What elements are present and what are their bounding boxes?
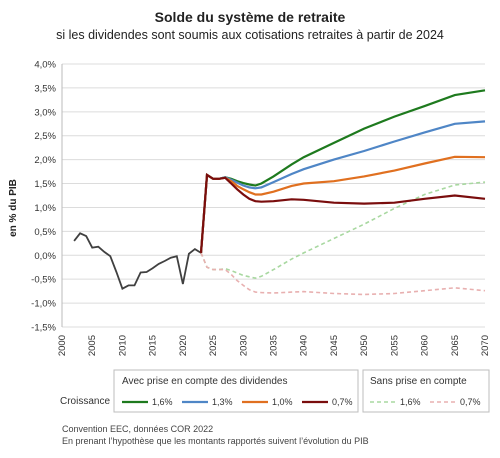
legend-row-label: Croissance — [60, 396, 110, 407]
legend-item-label: 1,0% — [272, 397, 293, 407]
x-tick-label: 2010 — [117, 335, 128, 356]
legend-item-label: 0,7% — [460, 397, 481, 407]
y-tick-label: -0,5% — [31, 275, 56, 286]
grid-lines — [62, 63, 485, 328]
y-tick-label: -1,0% — [31, 299, 56, 310]
y-tick-label: 3,0% — [34, 107, 56, 118]
x-tick-label: 2030 — [238, 335, 249, 356]
y-tick-label: 4,0% — [34, 60, 56, 71]
legend-group-without: Sans prise en compte — [370, 376, 467, 387]
y-tick-label: -1,5% — [31, 323, 56, 334]
x-tick-label: 2045 — [329, 335, 340, 356]
x-tick-label: 2005 — [87, 335, 98, 356]
y-tick-label: 1,0% — [34, 203, 56, 214]
x-tick-label: 2020 — [178, 335, 189, 356]
series-layer — [73, 89, 486, 296]
y-axis-label: en % du PIB — [8, 179, 19, 237]
x-tick-label: 2015 — [148, 335, 159, 356]
x-tick-label: 2035 — [269, 335, 280, 356]
series-line-with — [199, 172, 486, 253]
series-line-with — [199, 155, 486, 253]
legend-item-label: 1,6% — [152, 397, 173, 407]
legend-items: 1,6% 1,3% 1,0% 0,7% 1,6% 0,7% — [122, 397, 481, 407]
x-tick-label: 2050 — [359, 335, 370, 356]
legend-box-with — [113, 369, 359, 413]
series-line-without — [200, 252, 486, 296]
legend-item-label: 0,7% — [332, 397, 353, 407]
y-tick-label: 2,0% — [34, 155, 56, 166]
y-tick-label: 2,5% — [34, 131, 56, 142]
legend: Avec prise en compte des dividendes Sans… — [60, 369, 490, 413]
y-tick-label: 1,5% — [34, 179, 56, 190]
x-tick-label: 2055 — [389, 335, 400, 356]
chart-subtitle: si les dividendes sont soumis aux cotisa… — [56, 28, 444, 42]
series-line-with — [199, 120, 486, 253]
footer-source: Convention EEC, données COR 2022 — [62, 424, 214, 434]
series-line-with — [199, 89, 486, 253]
y-tick-label: 0,5% — [34, 227, 56, 238]
x-tick-label: 2025 — [208, 335, 219, 356]
x-tick-label: 2065 — [450, 335, 461, 356]
y-axis-ticks: 4,0% 3,5% 3,0% 2,5% 2,0% 1,5% 1,0% 0,5% 0,0% -0,5… — [31, 60, 56, 334]
x-tick-label: 2060 — [420, 335, 431, 356]
series-line-historical — [73, 232, 202, 290]
legend-group-with: Avec prise en compte des dividendes — [122, 376, 287, 387]
legend-item-label: 1,6% — [400, 397, 421, 407]
x-tick-label: 2000 — [57, 335, 68, 356]
chart-title: Solde du système de retraite — [154, 9, 346, 25]
y-tick-label: 3,5% — [34, 83, 56, 94]
x-tick-label: 2040 — [299, 335, 310, 356]
x-axis-ticks: 2000 2005 2010 2015 2020 2025 2030 2035 2040 2045… — [57, 335, 491, 356]
footer-note: En prenant l’hypothèse que les montants … — [62, 436, 369, 446]
legend-item-label: 1,3% — [212, 397, 233, 407]
legend-box-without — [362, 369, 490, 413]
y-tick-label: 0,0% — [34, 251, 56, 262]
x-tick-label: 2070 — [480, 335, 491, 356]
